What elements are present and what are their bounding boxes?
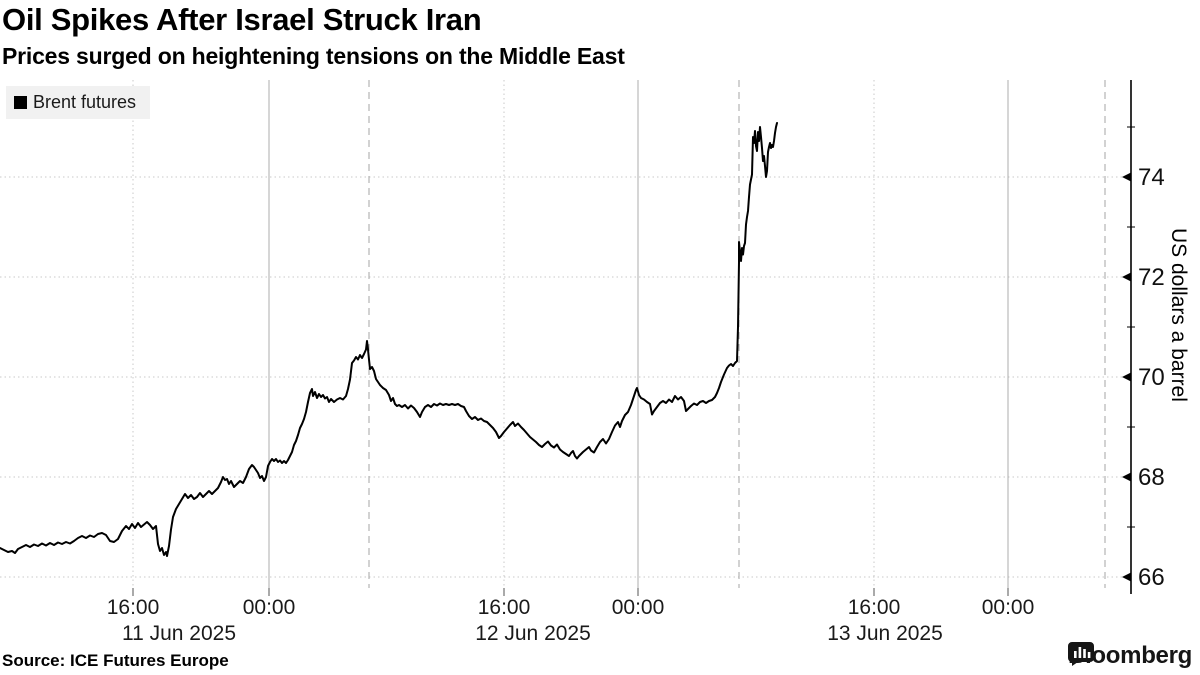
y-axis-tick-label: 74 [1138,164,1165,191]
page-subtitle: Prices surged on heightening tensions on… [2,43,625,69]
x-axis-date-label: 13 Jun 2025 [827,622,943,645]
y-axis-arrow-tick [1122,272,1131,282]
legend-swatch-icon [14,96,27,109]
x-axis-date-label: 12 Jun 2025 [475,622,591,645]
page-title: Oil Spikes After Israel Struck Iran [2,2,482,37]
x-axis-date-label: 11 Jun 2025 [122,622,236,645]
x-axis-time-label: 16:00 [107,596,160,619]
bloomberg-logo: Bloomberg [1068,642,1192,670]
y-axis-arrow-tick [1122,372,1131,382]
y-axis-arrow-tick [1122,172,1131,182]
x-axis-time-label: 16:00 [478,596,531,619]
bloomberg-terminal-icon [1068,642,1095,666]
y-axis-tick-label: 70 [1138,364,1165,391]
x-axis-time-label: 00:00 [243,596,296,619]
y-axis-tick-label: 68 [1138,464,1165,491]
price-line [0,122,778,557]
x-axis-time-label: 16:00 [848,596,901,619]
y-axis-arrow-tick [1122,472,1131,482]
y-axis-tick-label: 72 [1138,264,1165,291]
x-axis-time-label: 00:00 [612,596,665,619]
legend-box: Brent futures [6,86,151,119]
y-axis-tick-label: 66 [1138,564,1165,591]
legend-label: Brent futures [33,92,137,112]
source-text: Source: ICE Futures Europe [2,651,229,670]
y-axis-arrow-tick [1122,572,1131,582]
x-axis-time-label: 00:00 [982,596,1035,619]
y-axis-title: US dollars a barrel [1167,228,1190,402]
